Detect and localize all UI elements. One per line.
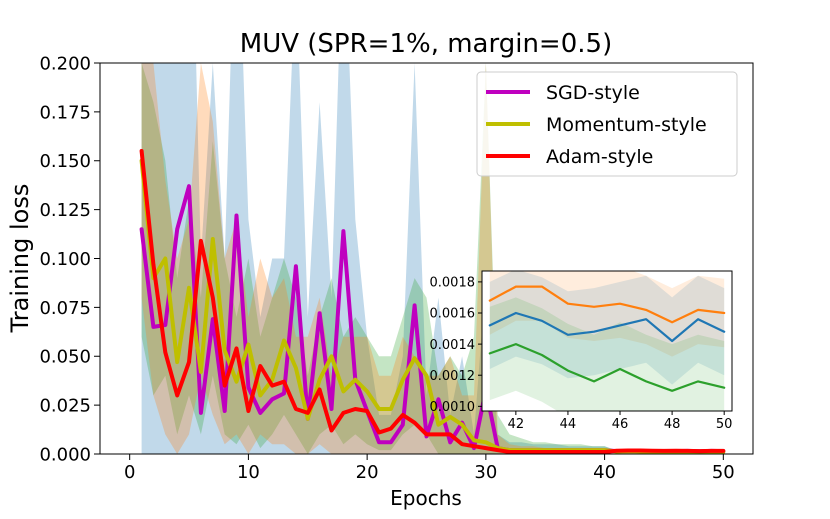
chart-title: MUV (SPR=1%, margin=0.5)	[240, 29, 612, 59]
x-axis-ticks: 0 10 20 30 40 50	[124, 454, 735, 483]
inset-x-tick-label: 42	[508, 417, 525, 432]
inset-y-tick-label: 0.0016	[430, 307, 476, 322]
inset-series-lines	[488, 285, 726, 392]
inset-line-2	[488, 343, 726, 392]
x-axis-label: Epochs	[390, 486, 462, 510]
y-tick-label: 0.100	[39, 249, 91, 270]
y-axis-label: Training loss	[6, 184, 34, 334]
inset-band-2	[489, 297, 725, 411]
inset-frame	[481, 270, 733, 412]
inset-x-tick-label: 48	[664, 417, 681, 432]
legend-box	[476, 71, 738, 177]
legend-label: SGD-style	[546, 82, 640, 104]
inset-y-tick-label: 0.0012	[430, 369, 476, 384]
inset-line-1	[488, 311, 726, 343]
line-2	[139, 149, 726, 454]
inset-y-tick-label: 0.0010	[430, 400, 476, 415]
x-tick-label: 10	[237, 462, 260, 483]
inset-y-tick-label: 0.0018	[430, 276, 476, 291]
inset-line-0	[488, 285, 726, 324]
inset-x-tick-label: 50	[716, 417, 733, 432]
y-tick-label: 0.175	[39, 102, 91, 123]
legend: SGD-style Momentum-style Adam-style	[476, 71, 738, 177]
series-lines	[139, 149, 726, 454]
inset-background	[482, 271, 732, 411]
y-tick-label: 0.025	[39, 396, 91, 417]
legend-label: Momentum-style	[546, 114, 707, 136]
legend-label: Adam-style	[546, 146, 653, 168]
inset-confidence-bands	[489, 271, 725, 411]
inset-y-axis-ticks: 0.0010 0.0012 0.0014 0.0016 0.0018	[430, 276, 482, 415]
y-tick-label: 0.150	[39, 151, 91, 172]
x-tick-label: 50	[712, 462, 735, 483]
x-tick-label: 0	[124, 462, 135, 483]
y-axis-ticks: 0.000 0.025 0.050 0.075 0.100 0.125 0.150 0.175…	[39, 53, 100, 465]
inset-x-tick-label: 46	[612, 417, 629, 432]
inset-x-tick-label: 44	[560, 417, 577, 432]
inset-x-axis-ticks: 42 44 46 48 50	[508, 411, 733, 432]
y-tick-label: 0.075	[39, 298, 91, 319]
y-tick-label: 0.000	[39, 444, 91, 465]
inset-y-tick-label: 0.0014	[430, 338, 476, 353]
x-tick-label: 20	[356, 462, 379, 483]
y-tick-label: 0.125	[39, 200, 91, 221]
y-tick-label: 0.050	[39, 347, 91, 368]
y-tick-label: 0.200	[39, 53, 91, 74]
x-tick-label: 40	[593, 462, 616, 483]
x-tick-label: 30	[474, 462, 497, 483]
